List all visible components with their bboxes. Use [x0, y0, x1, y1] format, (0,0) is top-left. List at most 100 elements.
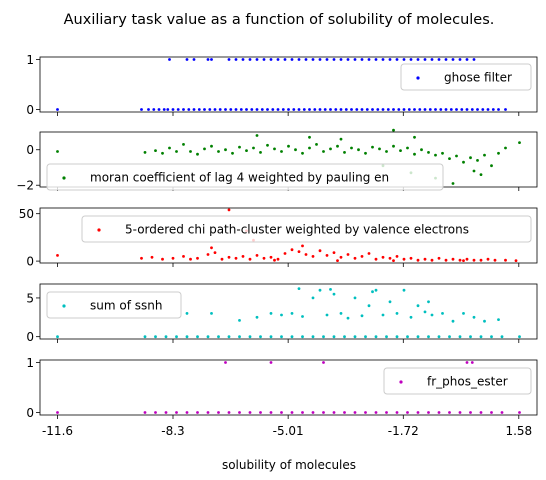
data-point [441, 312, 444, 315]
data-point [273, 259, 276, 262]
data-point [473, 259, 476, 262]
data-point [354, 257, 357, 260]
data-point [152, 108, 155, 111]
data-point [249, 58, 252, 61]
data-point [284, 58, 287, 61]
data-point [424, 108, 427, 111]
data-point [417, 304, 420, 307]
data-point [399, 149, 402, 152]
data-point [249, 258, 252, 261]
data-point [476, 159, 479, 162]
data-point [424, 258, 427, 261]
data-point [424, 58, 427, 61]
data-point [350, 147, 353, 150]
data-point [196, 153, 199, 156]
data-point [378, 148, 381, 151]
data-point [140, 257, 143, 260]
data-point [280, 314, 283, 317]
data-point [284, 252, 287, 255]
data-point [413, 153, 416, 156]
data-point [270, 58, 273, 61]
data-point [494, 259, 497, 262]
data-point [256, 58, 259, 61]
chart-title: Auxiliary task value as a function of so… [64, 12, 495, 28]
data-point [445, 108, 448, 111]
y-tick-label: −2 [16, 179, 34, 193]
data-point [168, 147, 171, 150]
data-point [224, 108, 227, 111]
data-point [186, 411, 189, 414]
data-point [413, 136, 416, 139]
data-point [203, 148, 206, 151]
data-point [166, 108, 169, 111]
data-point [340, 312, 343, 315]
data-point [480, 259, 483, 262]
legend: moran coefficient of lag 4 weighted by p… [47, 164, 443, 190]
data-point [340, 138, 343, 141]
legend: ghose filter [401, 64, 531, 90]
data-point [196, 257, 199, 260]
data-point [235, 257, 238, 260]
data-point [298, 108, 301, 111]
data-point [154, 411, 157, 414]
data-point [361, 255, 364, 258]
data-point [245, 149, 248, 152]
data-point [245, 108, 248, 111]
data-point [207, 411, 210, 414]
data-point [208, 108, 211, 111]
data-point [228, 58, 231, 61]
data-point [340, 256, 343, 259]
data-point [431, 259, 434, 262]
data-point [483, 320, 486, 323]
data-point [410, 58, 413, 61]
data-point [207, 58, 210, 61]
data-point [340, 108, 343, 111]
data-point [182, 108, 185, 111]
data-point [382, 256, 385, 259]
y-tick-label: 1 [26, 356, 34, 370]
data-point [294, 148, 297, 151]
data-point [375, 335, 378, 338]
data-point [427, 300, 430, 303]
panel-5: 01fr_phos_ester [26, 356, 537, 420]
data-point [403, 258, 406, 261]
data-point [175, 411, 178, 414]
data-point [228, 335, 231, 338]
data-point [483, 154, 486, 157]
data-point [259, 411, 262, 414]
data-point [481, 108, 484, 111]
data-point [438, 58, 441, 61]
legend-label: fr_phos_ester [427, 375, 508, 389]
data-point [198, 108, 201, 111]
data-point [270, 312, 273, 315]
data-point [333, 58, 336, 61]
data-point [406, 411, 409, 414]
data-point [347, 253, 350, 256]
data-point [210, 246, 213, 249]
data-point [56, 411, 59, 414]
legend: sum of ssnh [47, 292, 181, 318]
data-point [259, 335, 262, 338]
data-point [263, 58, 266, 61]
data-point [480, 411, 483, 414]
data-point [277, 258, 280, 261]
data-point [361, 108, 364, 111]
data-point [448, 411, 451, 414]
data-point [387, 108, 390, 111]
data-point [487, 108, 490, 111]
data-point [193, 108, 196, 111]
data-point [392, 129, 395, 132]
data-point [277, 58, 280, 61]
data-point [324, 108, 327, 111]
data-point [305, 253, 308, 256]
data-point [256, 316, 259, 319]
data-point [417, 259, 420, 262]
data-point [214, 108, 217, 111]
data-point [329, 288, 332, 291]
data-point [469, 411, 472, 414]
data-point [270, 256, 273, 259]
legend-marker [97, 228, 100, 231]
data-point [333, 251, 336, 254]
data-point [413, 108, 416, 111]
